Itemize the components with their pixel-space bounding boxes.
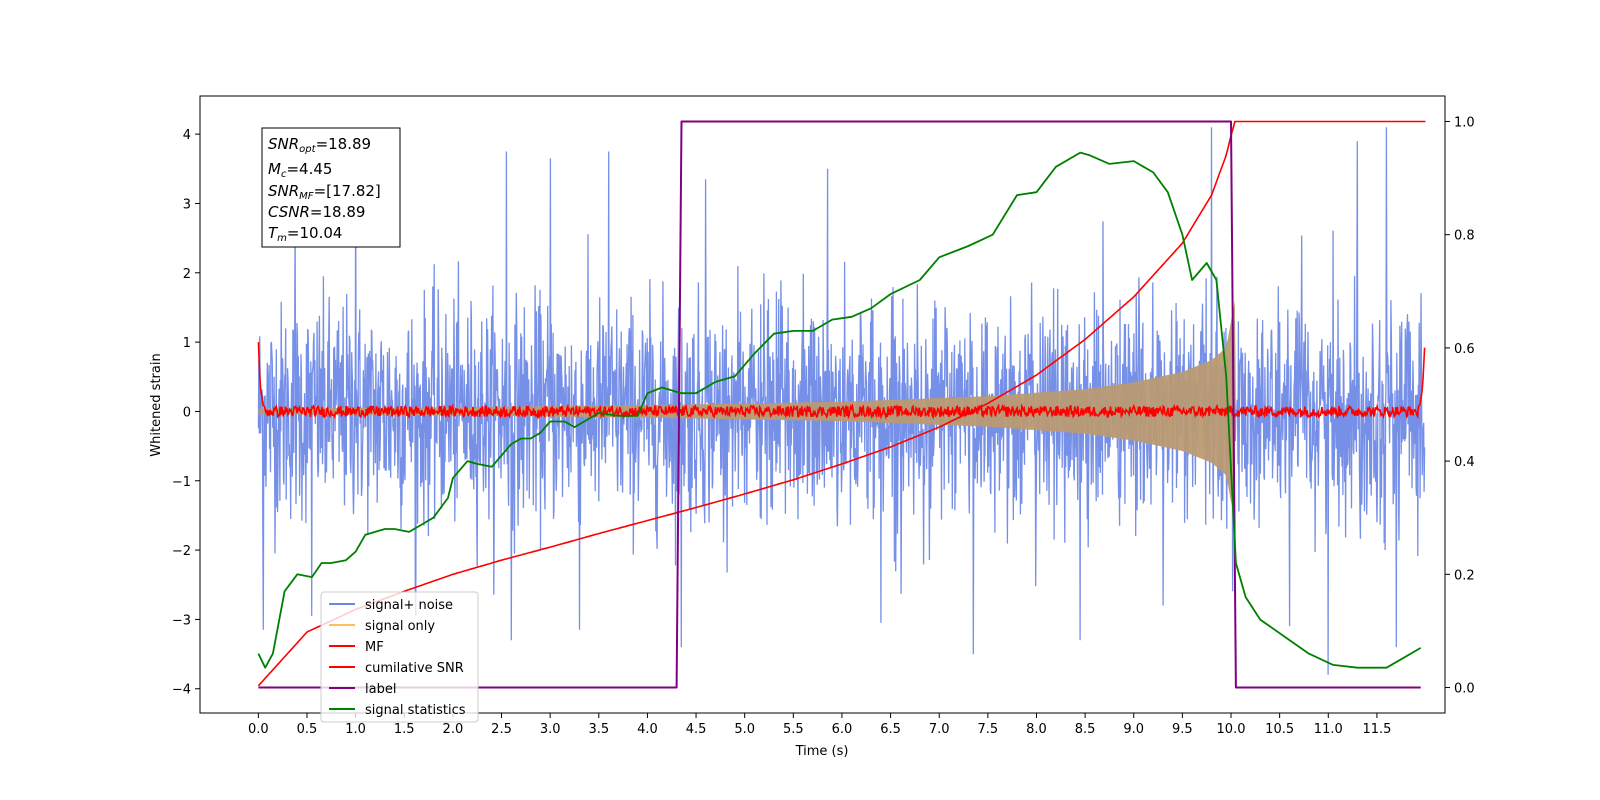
series-mf	[257, 342, 1426, 420]
y-tick-label: 1	[183, 336, 191, 351]
x-tick-label: 9.0	[1123, 722, 1144, 737]
x-tick-label: 6.0	[832, 722, 853, 737]
x-tick-label: 6.5	[880, 722, 901, 737]
legend-frame	[320, 591, 479, 723]
annotation-box: SNRopt=18.89 Mc=4.45 SNRMF=[17.82] CSNR=…	[261, 127, 401, 248]
y2-tick-label: 0.4	[1454, 455, 1475, 470]
x-tick-label: 1.5	[394, 722, 415, 737]
y2-tick-label: 0.6	[1454, 342, 1475, 357]
axes-layer: 0.0 0.5 1.0 1.5 2.0 2.5 3.0 3.5 4.0 4.5 5.0 5.5 6.0 6…	[172, 115, 1475, 737]
x-tick-label: 3.5	[588, 722, 609, 737]
annotation-csnr: CSNR=18.89	[268, 203, 365, 221]
legend-label-signal-noise: signal+ noise	[365, 598, 453, 613]
x-tick-label: 8.0	[1026, 722, 1047, 737]
x-tick-label: 0.5	[297, 722, 318, 737]
y-tick-label: −3	[172, 613, 191, 628]
x-tick-label: 3.0	[540, 722, 561, 737]
y-tick-label: 2	[183, 267, 191, 282]
legend-label-label: label	[365, 682, 396, 697]
y-tick-label: −2	[172, 544, 191, 559]
x-tick-label: 9.5	[1172, 722, 1193, 737]
legend-label-mf: MF	[365, 640, 384, 655]
plot-layer	[257, 120, 1426, 689]
x-tick-label: 4.0	[637, 722, 658, 737]
series-label	[258, 120, 1421, 689]
x-tick-label: 7.0	[929, 722, 950, 737]
annotation-frame	[261, 127, 401, 248]
y-tick-label: −4	[172, 683, 191, 698]
x-tick-label: 11.0	[1314, 722, 1343, 737]
x-tick-label: 10.0	[1217, 722, 1246, 737]
x-tick-label: 4.5	[686, 722, 707, 737]
annotation-snr-mf: SNRMF=[17.82]	[268, 182, 381, 202]
y-tick-label: −1	[172, 475, 191, 490]
x-tick-label: 1.0	[345, 722, 366, 737]
y2-tick-label: 0.2	[1454, 568, 1475, 583]
x-tick-label: 2.5	[491, 722, 512, 737]
y-tick-label: 3	[183, 197, 191, 212]
x-tick-label: 10.5	[1265, 722, 1294, 737]
x-tick-label: 8.5	[1075, 722, 1096, 737]
x-tick-label: 11.5	[1362, 722, 1391, 737]
x-tick-label: 5.0	[734, 722, 755, 737]
annotation-tm: Tm=10.04	[268, 224, 342, 244]
series-signal-statistics	[257, 151, 1422, 669]
plot-frame	[199, 95, 1446, 714]
x-tick-label: 2.0	[443, 722, 464, 737]
series-signal-only	[258, 300, 1235, 523]
legend-label-signal-statistics: signal statistics	[365, 703, 466, 718]
legend-label-signal-only: signal only	[365, 619, 435, 634]
legend-label-cumulative-snr: cumilative SNR	[365, 661, 464, 676]
legend: signal+ noise signal only MF cumilative …	[320, 591, 479, 723]
x-tick-label: 5.5	[783, 722, 804, 737]
y-tick-label: 0	[183, 405, 191, 420]
y2-tick-label: 1.0	[1454, 115, 1475, 130]
y2-tick-label: 0.0	[1454, 682, 1475, 697]
y-tick-label: 4	[183, 128, 191, 143]
annotation-mc: Mc=4.45	[268, 160, 332, 180]
y2-tick-label: 0.8	[1454, 229, 1475, 244]
y-axis-label: Whitened strain	[149, 353, 164, 456]
x-tick-label: 7.5	[978, 722, 999, 737]
annotation-snr-opt: SNRopt=18.89	[268, 135, 371, 155]
x-axis-label: Time (s)	[795, 744, 849, 759]
x-tick-label: 0.0	[248, 722, 269, 737]
